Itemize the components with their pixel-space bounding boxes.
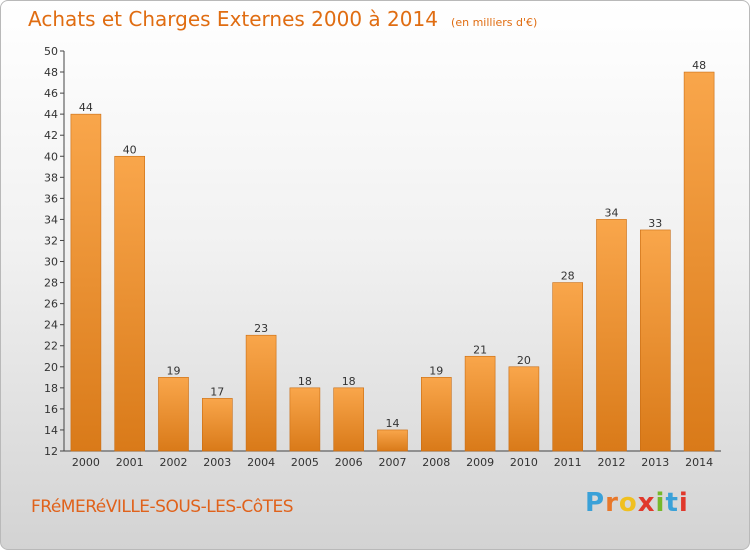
bar: [639, 229, 671, 452]
bar: [596, 219, 627, 452]
bar: [420, 377, 452, 452]
logo-letter: o: [618, 488, 638, 518]
bar: [70, 113, 102, 452]
x-tick-label: 2004: [247, 456, 275, 469]
bar: [552, 282, 584, 452]
y-tick-label: 12: [44, 445, 58, 458]
data-label: 33: [648, 217, 662, 230]
y-tick-label: 20: [44, 361, 58, 374]
bar: [202, 398, 233, 452]
data-label: 21: [473, 343, 487, 356]
y-tick-label: 46: [44, 87, 58, 100]
bar: [683, 71, 715, 452]
y-tick-label: 38: [44, 171, 58, 184]
data-label: 17: [210, 385, 224, 398]
logo-letter: i: [655, 488, 666, 518]
data-label: 19: [167, 364, 181, 377]
data-label: 34: [605, 206, 619, 219]
y-tick-label: 44: [44, 108, 58, 121]
y-tick-label: 32: [44, 234, 58, 247]
y-tick-label: 18: [44, 382, 58, 395]
chart-title-text: Achats et Charges Externes 2000 à 2014: [28, 7, 438, 31]
chart-subtitle: (en milliers d'€): [451, 16, 538, 29]
logo-letter: P: [585, 488, 606, 518]
x-tick-label: 2007: [379, 456, 407, 469]
data-label: 28: [561, 270, 575, 283]
x-tick-label: 2010: [510, 456, 538, 469]
y-tick-label: 16: [44, 403, 58, 416]
x-tick-label: 2001: [116, 456, 144, 469]
commune-name: FRéMERéVILLE-SOUS-LES-CôTES: [31, 497, 294, 517]
bar: [158, 377, 189, 452]
data-label: 44: [79, 101, 93, 114]
x-tick-label: 2006: [335, 456, 363, 469]
bar: [289, 387, 321, 452]
bar: [114, 155, 145, 452]
y-tick-label: 24: [44, 319, 58, 332]
bar: [508, 366, 540, 452]
y-tick-label: 48: [44, 66, 58, 79]
y-tick-label: 26: [44, 298, 58, 311]
data-label: 48: [692, 59, 706, 72]
bar: [245, 334, 277, 452]
chart-title: Achats et Charges Externes 2000 à 2014 (…: [28, 7, 537, 31]
x-tick-label: 2005: [291, 456, 319, 469]
bar: [464, 355, 496, 452]
data-label: 23: [254, 322, 268, 335]
data-label: 40: [123, 143, 137, 156]
bar: [377, 429, 408, 452]
y-tick-label: 36: [44, 192, 58, 205]
data-label: 20: [517, 354, 531, 367]
data-label: 19: [429, 364, 443, 377]
y-tick-label: 50: [44, 45, 58, 58]
y-tick-label: 22: [44, 340, 58, 353]
x-tick-label: 2009: [466, 456, 494, 469]
y-tick-label: 28: [44, 277, 58, 290]
y-tick-label: 14: [44, 424, 58, 437]
logo-letter: i: [678, 488, 689, 518]
proxiti-logo: Proxiti: [585, 488, 689, 518]
y-tick-label: 34: [44, 213, 58, 226]
data-label: 18: [298, 375, 312, 388]
bar: [333, 387, 365, 452]
data-label: 18: [342, 375, 356, 388]
x-tick-label: 2002: [160, 456, 188, 469]
y-tick-label: 42: [44, 129, 58, 142]
x-tick-label: 2003: [203, 456, 231, 469]
y-tick-label: 30: [44, 256, 58, 269]
y-tick-label: 40: [44, 150, 58, 163]
data-label: 14: [386, 417, 400, 430]
x-tick-label: 2013: [641, 456, 669, 469]
logo-letter: x: [637, 488, 656, 518]
logo-letter: t: [665, 488, 679, 518]
x-tick-label: 2011: [554, 456, 582, 469]
x-tick-label: 2008: [422, 456, 450, 469]
x-tick-label: 2000: [72, 456, 100, 469]
x-tick-label: 2014: [685, 456, 713, 469]
logo-letter: r: [605, 488, 619, 518]
x-tick-label: 2012: [598, 456, 626, 469]
